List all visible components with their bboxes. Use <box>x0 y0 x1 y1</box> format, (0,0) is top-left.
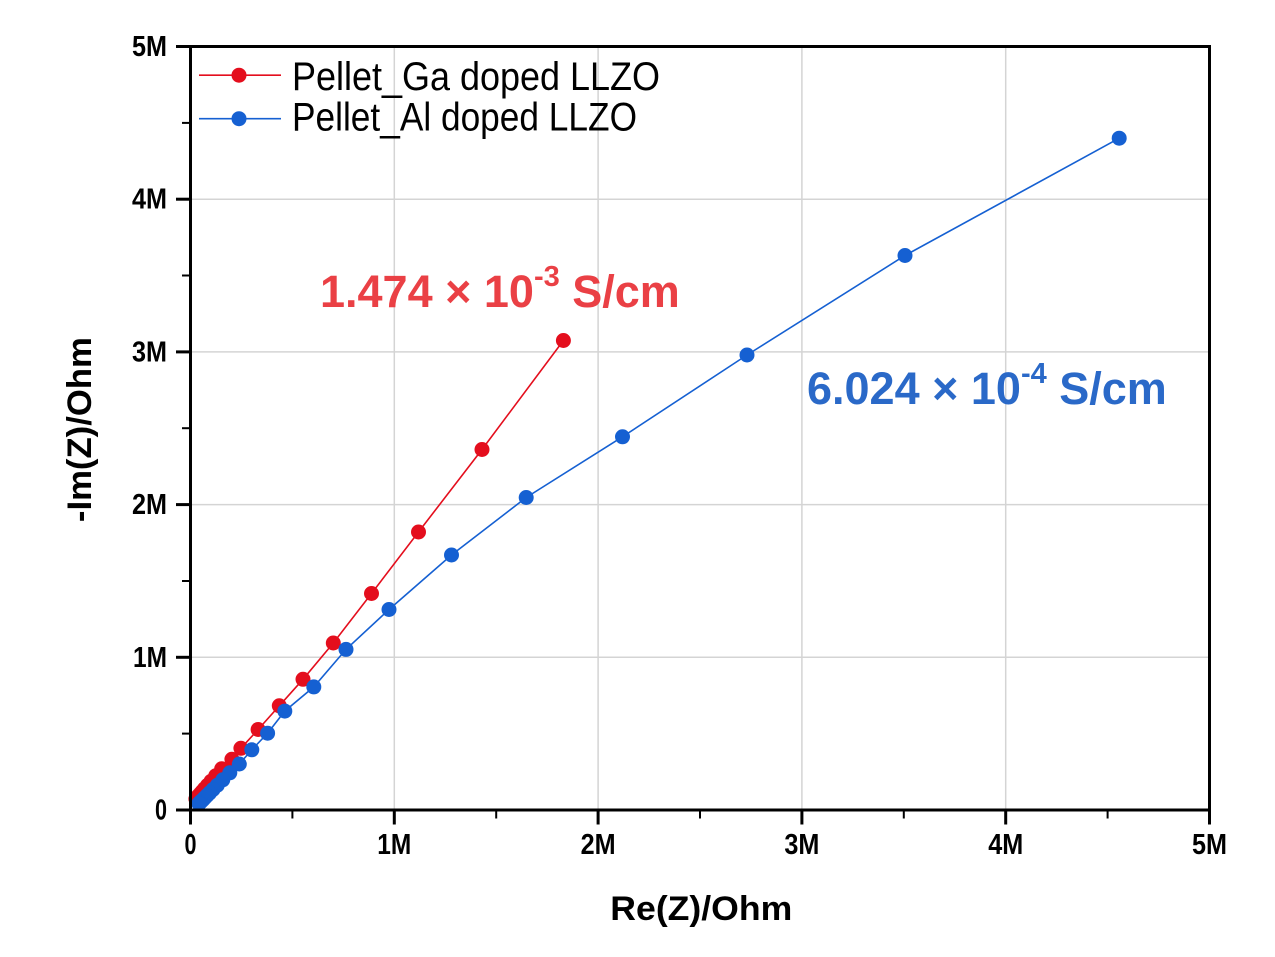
svg-text:3M: 3M <box>784 829 819 861</box>
svg-text:Pellet_Al doped LLZO: Pellet_Al doped LLZO <box>292 96 637 140</box>
svg-text:1M: 1M <box>377 829 411 861</box>
svg-text:5M: 5M <box>132 31 167 63</box>
svg-text:1M: 1M <box>133 642 167 674</box>
svg-text:-Im(Z)/Ohm: -Im(Z)/Ohm <box>61 337 99 522</box>
svg-text:Pellet_Ga doped LLZO: Pellet_Ga doped LLZO <box>292 55 660 99</box>
svg-text:2M: 2M <box>581 829 616 861</box>
svg-text:4M: 4M <box>132 184 167 216</box>
svg-text:0: 0 <box>185 829 197 861</box>
svg-text:1.474 × 10-3 S/cm: 1.474 × 10-3 S/cm <box>320 261 680 317</box>
svg-text:3M: 3M <box>132 336 167 368</box>
svg-text:Re(Z)/Ohm: Re(Z)/Ohm <box>610 890 792 928</box>
svg-text:2M: 2M <box>132 489 167 521</box>
svg-text:6.024 × 10-4 S/cm: 6.024 × 10-4 S/cm <box>807 358 1167 414</box>
svg-text:4M: 4M <box>988 829 1023 861</box>
svg-text:5M: 5M <box>1192 829 1227 861</box>
svg-text:0: 0 <box>155 795 167 827</box>
